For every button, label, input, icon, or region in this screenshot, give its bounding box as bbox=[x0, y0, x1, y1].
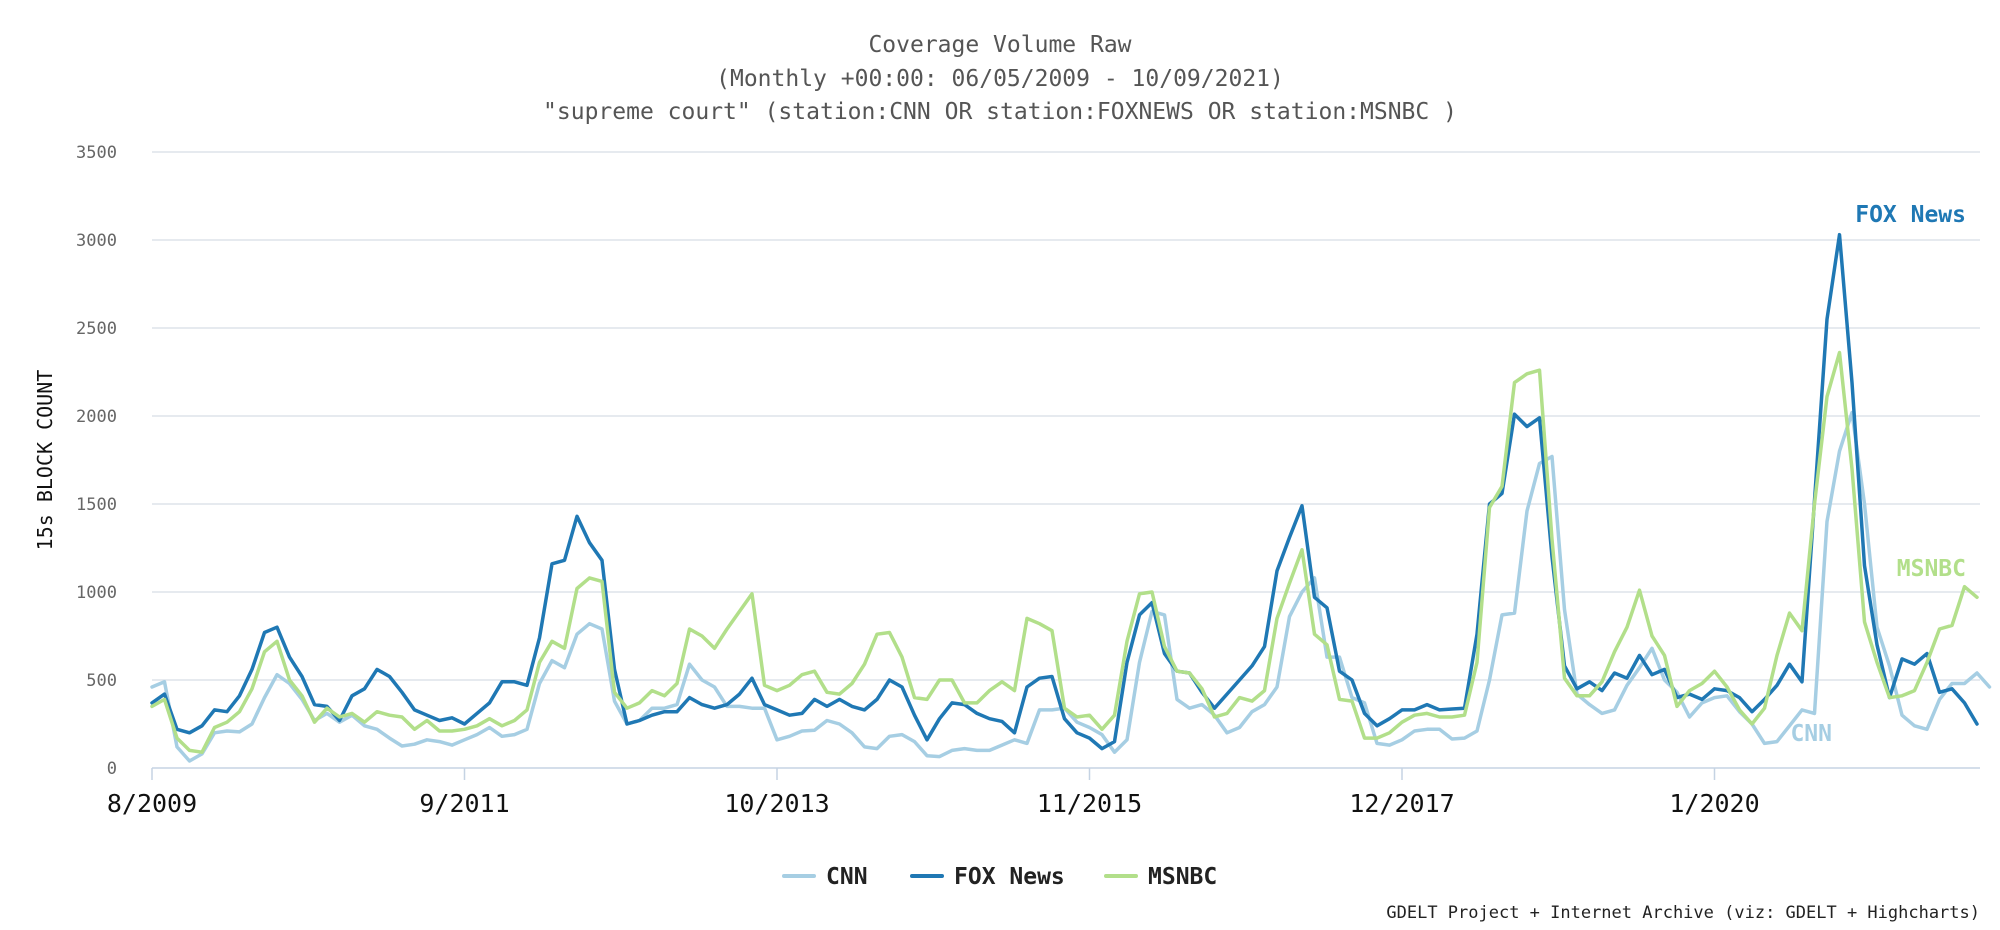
credit-text: GDELT Project + Internet Archive (viz: G… bbox=[1386, 903, 1980, 923]
chart-title: Coverage Volume Raw bbox=[868, 32, 1131, 58]
chart-title-group: Coverage Volume Raw (Monthly +00:00: 06/… bbox=[543, 32, 1457, 125]
end-label-cnn: CNN bbox=[1790, 721, 1832, 747]
end-label-msnbc: MSNBC bbox=[1897, 556, 1966, 582]
legend: CNN FOX News MSNBC bbox=[782, 864, 1217, 890]
x-tick-label: 10/2013 bbox=[724, 789, 829, 818]
y-tick-label: 500 bbox=[86, 671, 117, 691]
x-tick-label: 9/2011 bbox=[419, 789, 509, 818]
y-tick-label: 3000 bbox=[76, 231, 117, 251]
grid-lines bbox=[152, 151, 1980, 681]
x-tick-label: 8/2009 bbox=[107, 789, 197, 818]
x-tick-label: 11/2015 bbox=[1037, 789, 1142, 818]
y-axis-title: 15s BLOCK COUNT bbox=[33, 370, 57, 551]
series-line-fox-news bbox=[150, 232, 1979, 751]
y-tick-label: 3500 bbox=[76, 143, 117, 163]
x-tick-label: 1/2020 bbox=[1669, 789, 1759, 818]
chart-subtitle-query: "supreme court" (station:CNN OR station:… bbox=[543, 99, 1457, 125]
y-tick-label: 2500 bbox=[76, 319, 117, 339]
legend-label: FOX News bbox=[954, 864, 1065, 890]
y-tick-label: 1500 bbox=[76, 495, 117, 515]
chart-subtitle-range: (Monthly +00:00: 06/05/2009 - 10/09/2021… bbox=[716, 66, 1284, 92]
legend-label: MSNBC bbox=[1148, 864, 1217, 890]
series-lines bbox=[150, 232, 1992, 763]
legend-item-msnbc[interactable]: MSNBC bbox=[1104, 864, 1217, 890]
axes: 0 500 1000 1500 2000 2500 3000 3500 8/2009 9/2011… bbox=[76, 143, 1980, 818]
end-labels: CNN FOX News MSNBC bbox=[1790, 202, 1966, 747]
series-line-msnbc bbox=[150, 350, 1979, 754]
y-tick-label: 2000 bbox=[76, 407, 117, 427]
legend-item-fox-news[interactable]: FOX News bbox=[910, 864, 1065, 890]
series-line-cnn bbox=[150, 410, 1992, 763]
end-label-fox-news: FOX News bbox=[1855, 202, 1966, 228]
y-tick-label: 1000 bbox=[76, 583, 117, 603]
x-tick-label: 12/2017 bbox=[1349, 789, 1454, 818]
legend-item-cnn[interactable]: CNN bbox=[782, 864, 868, 890]
legend-label: CNN bbox=[826, 864, 868, 890]
y-tick-label: 0 bbox=[107, 759, 117, 779]
